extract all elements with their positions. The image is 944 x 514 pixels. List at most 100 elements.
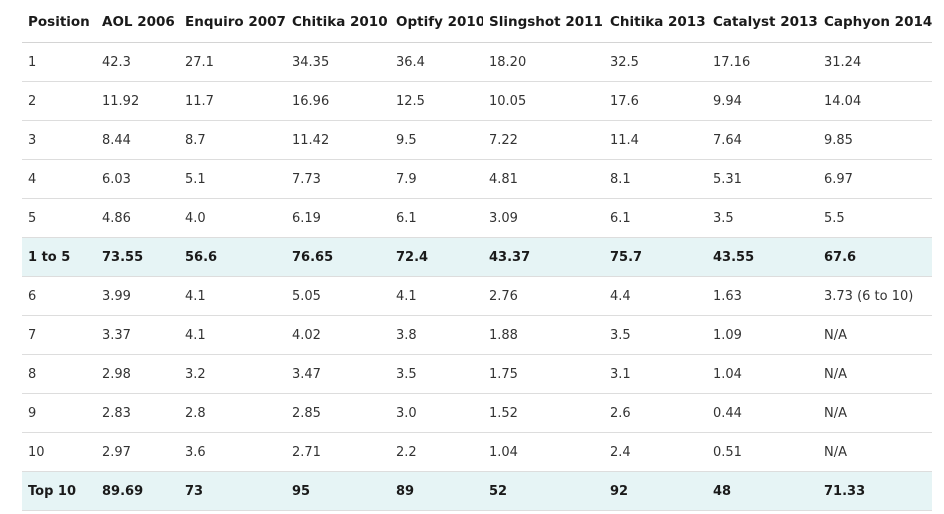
ctr-value-cell: 7.64: [707, 120, 818, 160]
ctr-value-cell: 1.88: [483, 315, 604, 355]
ctr-value-cell: 2.4: [604, 432, 707, 472]
ctr-value-cell: 7.22: [483, 120, 604, 160]
position-cell: Top 10: [22, 471, 96, 511]
ctr-value-cell: N/A: [818, 354, 932, 394]
ctr-value-cell: 1.52: [483, 393, 604, 433]
ctr-value-cell: 3.1: [604, 354, 707, 394]
ctr-value-cell: 42.3: [96, 42, 179, 82]
ctr-value-cell: 11.92: [96, 81, 179, 121]
ctr-value-cell: N/A: [818, 432, 932, 472]
column-header: Catalyst 2013: [707, 2, 818, 43]
ctr-value-cell: 3.5: [707, 198, 818, 238]
ctr-value-cell: 3.8: [390, 315, 483, 355]
table-row: 8 2.98 3.2 3.47 3.5 1.75 3.1 1.04 N/A: [22, 354, 932, 394]
ctr-value-cell: 9.85: [818, 120, 932, 160]
ctr-value-cell: 16.96: [286, 81, 390, 121]
ctr-value-cell: 1.04: [707, 354, 818, 394]
table-row: 3 8.44 8.7 11.42 9.5 7.22 11.4 7.64 9.85: [22, 120, 932, 160]
ctr-value-cell: 17.6: [604, 81, 707, 121]
position-cell: 4: [22, 159, 96, 199]
position-cell: 9: [22, 393, 96, 433]
table-row: 6 3.99 4.1 5.05 4.1 2.76 4.4 1.63 3.73 (6 to 10): [22, 276, 932, 316]
ctr-value-cell: 1.75: [483, 354, 604, 394]
ctr-value-cell: 75.7: [604, 237, 707, 277]
ctr-value-cell: 12.5: [390, 81, 483, 121]
ctr-value-cell: 0.44: [707, 393, 818, 433]
ctr-value-cell: 4.1: [179, 315, 286, 355]
ctr-value-cell: 31.24: [818, 42, 932, 82]
ctr-value-cell: 73: [179, 471, 286, 511]
ctr-value-cell: 2.98: [96, 354, 179, 394]
position-cell: 1 to 5: [22, 237, 96, 277]
table-row: 5 4.86 4.0 6.19 6.1 3.09 6.1 3.5 5.5: [22, 198, 932, 238]
ctr-value-cell: 92: [604, 471, 707, 511]
table-row: 7 3.37 4.1 4.02 3.8 1.88 3.5 1.09 N/A: [22, 315, 932, 355]
ctr-value-cell: 43.37: [483, 237, 604, 277]
ctr-value-cell: 71.33: [818, 471, 932, 511]
ctr-value-cell: 3.6: [179, 432, 286, 472]
ctr-value-cell: 43.55: [707, 237, 818, 277]
ctr-value-cell: 2.83: [96, 393, 179, 433]
ctr-value-cell: 4.02: [286, 315, 390, 355]
ctr-table-container: Position AOL 2006 Enquiro 2007 Chitika 2010…: [22, 2, 932, 511]
position-cell: 6: [22, 276, 96, 316]
ctr-value-cell: 0.51: [707, 432, 818, 472]
ctr-value-cell: 5.05: [286, 276, 390, 316]
position-cell: 10: [22, 432, 96, 472]
ctr-value-cell: 5.1: [179, 159, 286, 199]
ctr-value-cell: 95: [286, 471, 390, 511]
ctr-value-cell: 2.71: [286, 432, 390, 472]
ctr-value-cell: 2.76: [483, 276, 604, 316]
column-header: Optify 2010: [390, 2, 483, 43]
ctr-value-cell: 11.7: [179, 81, 286, 121]
ctr-value-cell: 6.03: [96, 159, 179, 199]
ctr-value-cell: 56.6: [179, 237, 286, 277]
summary-row: 1 to 5 73.55 56.6 76.65 72.4 43.37 75.7 43.55 67…: [22, 237, 932, 277]
ctr-value-cell: 17.16: [707, 42, 818, 82]
ctr-value-cell: 34.35: [286, 42, 390, 82]
ctr-value-cell: 73.55: [96, 237, 179, 277]
ctr-value-cell: 18.20: [483, 42, 604, 82]
table-header: Position AOL 2006 Enquiro 2007 Chitika 2010…: [22, 2, 932, 43]
ctr-value-cell: 72.4: [390, 237, 483, 277]
header-row: Position AOL 2006 Enquiro 2007 Chitika 2010…: [22, 2, 932, 43]
ctr-value-cell: 1.04: [483, 432, 604, 472]
ctr-value-cell: 2.2: [390, 432, 483, 472]
ctr-value-cell: 2.85: [286, 393, 390, 433]
ctr-value-cell: 76.65: [286, 237, 390, 277]
ctr-value-cell: 7.73: [286, 159, 390, 199]
ctr-value-cell: 3.2: [179, 354, 286, 394]
position-cell: 8: [22, 354, 96, 394]
position-cell: 2: [22, 81, 96, 121]
ctr-value-cell: 8.7: [179, 120, 286, 160]
ctr-value-cell: 4.1: [179, 276, 286, 316]
ctr-value-cell: 3.0: [390, 393, 483, 433]
column-header: AOL 2006: [96, 2, 179, 43]
ctr-value-cell: 3.5: [604, 315, 707, 355]
table-row: 4 6.03 5.1 7.73 7.9 4.81 8.1 5.31 6.97: [22, 159, 932, 199]
column-header: Slingshot 2011: [483, 2, 604, 43]
ctr-value-cell: 8.44: [96, 120, 179, 160]
ctr-value-cell: N/A: [818, 315, 932, 355]
column-header: Position: [22, 2, 96, 43]
summary-row: Top 10 89.69 73 95 89 52 92 48 71.33: [22, 471, 932, 511]
ctr-value-cell: 27.1: [179, 42, 286, 82]
ctr-value-cell: 52: [483, 471, 604, 511]
ctr-value-cell: 7.9: [390, 159, 483, 199]
ctr-value-cell: 89: [390, 471, 483, 511]
ctr-value-cell: N/A: [818, 393, 932, 433]
ctr-value-cell: 67.6: [818, 237, 932, 277]
ctr-value-cell: 9.5: [390, 120, 483, 160]
ctr-value-cell: 3.5: [390, 354, 483, 394]
ctr-by-position-table: Position AOL 2006 Enquiro 2007 Chitika 2010…: [22, 2, 932, 511]
ctr-value-cell: 11.42: [286, 120, 390, 160]
ctr-value-cell: 2.6: [604, 393, 707, 433]
ctr-value-cell: 3.09: [483, 198, 604, 238]
table-body: 1 42.3 27.1 34.35 36.4 18.20 32.5 17.16 31.24 2 11…: [22, 42, 932, 511]
ctr-value-cell: 4.86: [96, 198, 179, 238]
ctr-value-cell: 1.09: [707, 315, 818, 355]
table-row: 2 11.92 11.7 16.96 12.5 10.05 17.6 9.94 14.04: [22, 81, 932, 121]
ctr-value-cell: 8.1: [604, 159, 707, 199]
ctr-value-cell: 4.4: [604, 276, 707, 316]
ctr-value-cell: 4.0: [179, 198, 286, 238]
